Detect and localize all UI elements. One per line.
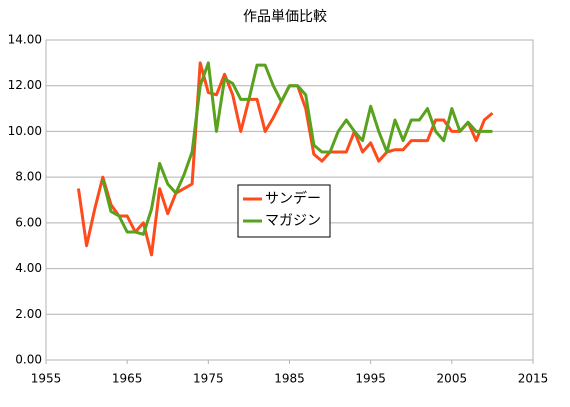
x-tick-label: 1955 — [31, 372, 62, 386]
chart-title: 作品単価比較 — [243, 9, 327, 25]
legend-label: サンデー — [265, 190, 321, 207]
y-tick-label: 4.00 — [15, 261, 42, 275]
x-tick-label: 2005 — [437, 372, 468, 386]
x-tick-label: 1975 — [193, 372, 224, 386]
y-tick-label: 2.00 — [15, 307, 42, 321]
y-tick-label: 8.00 — [15, 170, 42, 184]
y-tick-label: 10.00 — [8, 124, 42, 138]
legend-box — [237, 184, 331, 238]
legend-label: マガジン — [265, 213, 321, 229]
x-tick-label: 1965 — [112, 372, 143, 386]
y-tick-label: 14.00 — [8, 33, 42, 47]
x-tick-label: 1995 — [355, 372, 386, 386]
y-tick-label: 0.00 — [15, 353, 42, 367]
x-tick-label: 1985 — [274, 372, 305, 386]
series-line — [101, 61, 493, 236]
x-tick-label: 2015 — [518, 372, 549, 386]
y-tick-label: 12.00 — [8, 78, 42, 92]
y-tick-label: 6.00 — [15, 215, 42, 229]
